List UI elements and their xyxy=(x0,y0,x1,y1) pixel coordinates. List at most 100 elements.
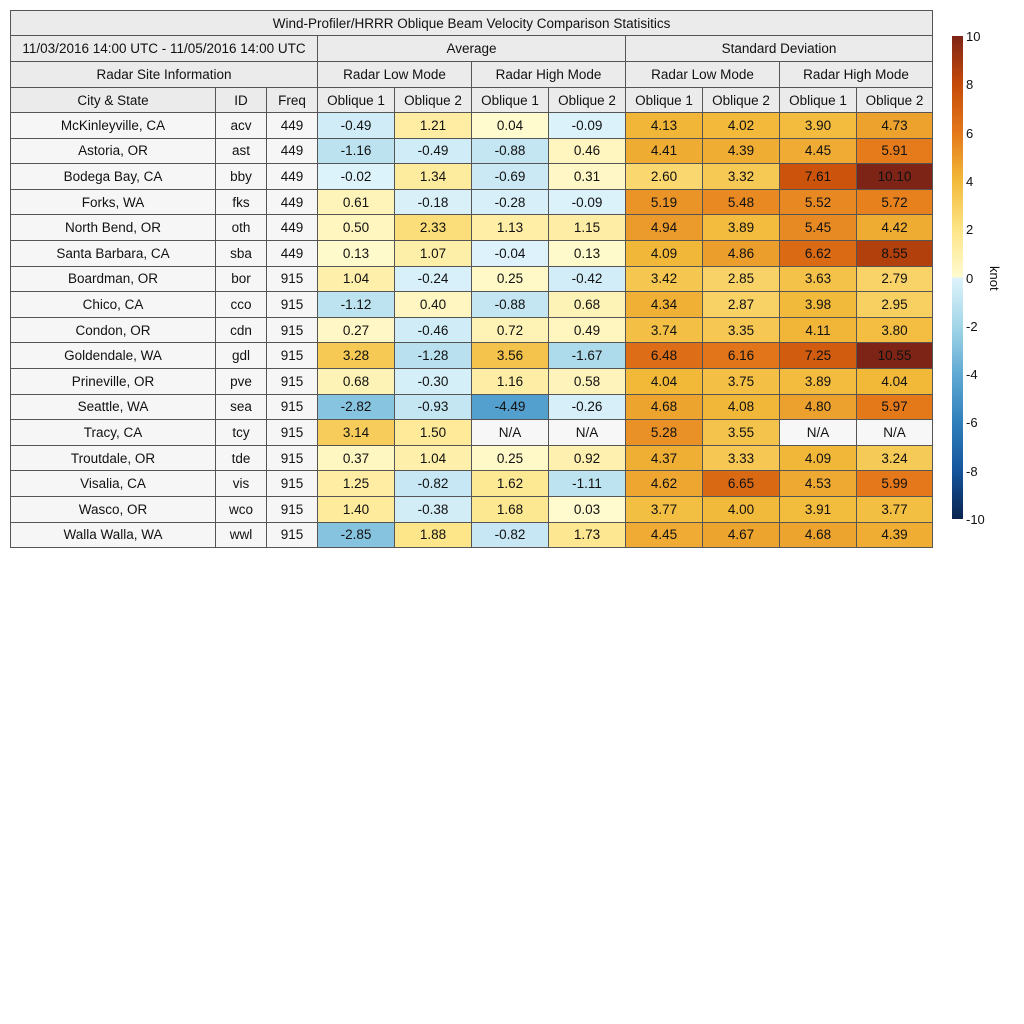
column-header: Oblique 2 xyxy=(394,87,472,113)
value-cell: 4.86 xyxy=(702,239,780,267)
value-cell: -2.82 xyxy=(317,393,395,421)
value-cell: 3.24 xyxy=(855,444,934,472)
value-cell: 5.19 xyxy=(625,188,703,216)
value-cell: -0.09 xyxy=(548,112,626,139)
value-cell: 4.00 xyxy=(702,495,780,523)
value-cell: 4.09 xyxy=(625,239,703,267)
value-cell: N/A xyxy=(548,419,626,446)
value-cell: 4.04 xyxy=(625,367,703,395)
value-cell: 0.25 xyxy=(471,444,549,472)
value-cell: 0.40 xyxy=(394,291,472,318)
value-cell: 4.68 xyxy=(779,521,857,549)
value-cell: N/A xyxy=(779,419,857,446)
value-cell: 3.74 xyxy=(625,316,703,344)
value-cell: -0.04 xyxy=(471,239,549,267)
value-cell: -0.18 xyxy=(394,188,472,216)
value-cell: 4.67 xyxy=(702,521,780,549)
freq-cell: 449 xyxy=(266,214,318,241)
column-header: Oblique 1 xyxy=(625,87,703,113)
value-cell: 5.28 xyxy=(625,419,703,446)
id-cell: oth xyxy=(215,214,267,241)
value-cell: 3.42 xyxy=(625,265,703,293)
value-cell: 1.25 xyxy=(317,470,395,497)
value-cell: 1.73 xyxy=(548,521,626,549)
value-cell: -0.93 xyxy=(394,393,472,421)
city-cell: Forks, WA xyxy=(10,188,216,216)
value-cell: 0.68 xyxy=(548,291,626,318)
column-header: Oblique 1 xyxy=(471,87,549,113)
value-cell: 4.08 xyxy=(702,393,780,421)
mode-header: Radar Low Mode xyxy=(317,61,472,88)
value-cell: 3.91 xyxy=(779,495,857,523)
value-cell: 6.62 xyxy=(779,239,857,267)
value-cell: 4.62 xyxy=(625,470,703,497)
value-cell: 1.62 xyxy=(471,470,549,497)
value-cell: 0.50 xyxy=(317,214,395,241)
value-cell: 2.95 xyxy=(855,291,934,318)
value-cell: 4.11 xyxy=(779,316,857,344)
value-cell: 3.56 xyxy=(471,342,549,369)
value-cell: 5.97 xyxy=(855,393,934,421)
value-cell: 0.13 xyxy=(317,239,395,267)
table-title: Wind-Profiler/HRRR Oblique Beam Velocity… xyxy=(9,10,934,36)
group-average: Average xyxy=(317,35,626,62)
value-cell: 0.37 xyxy=(317,444,395,472)
mode-header: Radar High Mode xyxy=(471,61,626,88)
id-cell: bor xyxy=(215,265,267,293)
city-cell: McKinleyville, CA xyxy=(10,112,216,139)
value-cell: 0.27 xyxy=(317,316,395,344)
table-row: Astoria, OR ast 449 -1.16 -0.49 -0.88 0.46 4.41… xyxy=(10,137,934,165)
id-cell: vis xyxy=(215,470,267,497)
value-cell: 4.41 xyxy=(625,137,703,165)
table-row: Prineville, OR pve 915 0.68 -0.30 1.16 0.58 4.0… xyxy=(10,367,934,395)
colorbar-tick: 2 xyxy=(966,222,974,238)
id-cell: cco xyxy=(215,291,267,318)
value-cell: -1.67 xyxy=(548,342,626,369)
value-cell: 0.92 xyxy=(548,444,626,472)
value-cell: -0.49 xyxy=(317,112,395,139)
id-cell: wco xyxy=(215,495,267,523)
value-cell: -4.49 xyxy=(471,393,549,421)
column-header: Oblique 1 xyxy=(317,87,395,113)
value-cell: 0.25 xyxy=(471,265,549,293)
value-cell: 10.55 xyxy=(855,342,934,369)
value-cell: 4.13 xyxy=(625,112,703,139)
table-row: Visalia, CA vis 915 1.25 -0.82 1.62 -1.11 4.62 6… xyxy=(10,470,934,497)
value-cell: 2.87 xyxy=(702,291,780,318)
value-cell: 7.61 xyxy=(779,163,857,190)
value-cell: 4.80 xyxy=(779,393,857,421)
value-cell: 1.15 xyxy=(548,214,626,241)
value-cell: 4.68 xyxy=(625,393,703,421)
value-cell: 5.99 xyxy=(855,470,934,497)
column-header: Oblique 1 xyxy=(779,87,857,113)
value-cell: 3.63 xyxy=(779,265,857,293)
freq-cell: 915 xyxy=(266,495,318,523)
value-cell: 4.39 xyxy=(702,137,780,165)
column-header: ID xyxy=(215,87,267,113)
value-cell: 0.03 xyxy=(548,495,626,523)
value-cell: -1.11 xyxy=(548,470,626,497)
colorbar-tick: 4 xyxy=(966,173,974,189)
colorbar-tick: 0 xyxy=(966,270,974,286)
id-cell: pve xyxy=(215,367,267,395)
freq-cell: 449 xyxy=(266,163,318,190)
id-cell: fks xyxy=(215,188,267,216)
id-cell: ast xyxy=(215,137,267,165)
city-cell: Goldendale, WA xyxy=(10,342,216,369)
id-cell: tde xyxy=(215,444,267,472)
value-cell: 4.02 xyxy=(702,112,780,139)
colorbar-tick: -4 xyxy=(966,367,978,383)
value-cell: 3.32 xyxy=(702,163,780,190)
site-info-header: Radar Site Information xyxy=(10,61,318,88)
value-cell: 5.48 xyxy=(702,188,780,216)
value-cell: -0.42 xyxy=(548,265,626,293)
table-row: Bodega Bay, CA bby 449 -0.02 1.34 -0.69 0.31 2.… xyxy=(10,163,934,190)
value-cell: 10.10 xyxy=(855,163,934,190)
table-row: Santa Barbara, CA sba 449 0.13 1.07 -0.04 0.13… xyxy=(10,239,934,267)
value-cell: -0.88 xyxy=(471,137,549,165)
id-cell: wwl xyxy=(215,521,267,549)
city-cell: Visalia, CA xyxy=(10,470,216,497)
value-cell: 3.77 xyxy=(855,495,934,523)
table-row: Goldendale, WA gdl 915 3.28 -1.28 3.56 -1.67 6.… xyxy=(10,342,934,369)
city-cell: Boardman, OR xyxy=(10,265,216,293)
